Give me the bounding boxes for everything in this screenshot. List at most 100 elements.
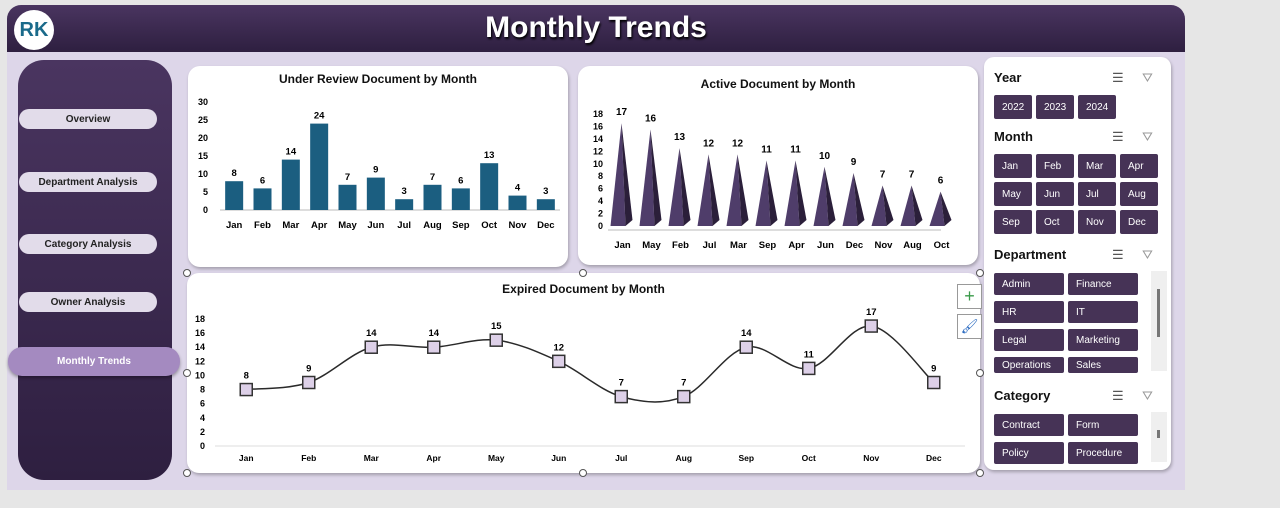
slicer-month-may[interactable]: May: [994, 182, 1032, 206]
bar-Dec[interactable]: [536, 199, 555, 210]
marker-Jan[interactable]: [239, 382, 253, 397]
cone-May[interactable]: [639, 129, 662, 226]
multi-select-icon[interactable]: ☰: [1112, 388, 1124, 403]
slicer-month-dec[interactable]: Dec: [1120, 210, 1158, 234]
cone-Nov[interactable]: [871, 185, 894, 226]
slicer-department-it[interactable]: IT: [1068, 301, 1138, 323]
nav-department-analysis[interactable]: Department Analysis: [19, 172, 157, 192]
nav-category-analysis[interactable]: Category Analysis: [19, 234, 157, 254]
slicer-category-form[interactable]: Form: [1068, 414, 1138, 436]
slicer-category-contract[interactable]: Contract: [994, 414, 1064, 436]
x-tick-label: Nov: [509, 220, 528, 231]
cone-Aug[interactable]: [900, 185, 923, 226]
nav-monthly-trends[interactable]: Monthly Trends: [8, 347, 180, 376]
department-scrollbar[interactable]: [1151, 271, 1167, 371]
slicer-month-jan[interactable]: Jan: [994, 154, 1032, 178]
bar-May[interactable]: [338, 184, 357, 210]
clear-filter-icon[interactable]: ⛛: [1142, 129, 1153, 144]
cone-Oct[interactable]: [929, 191, 952, 226]
cone-Apr[interactable]: [784, 160, 807, 226]
data-label: 6: [938, 176, 944, 187]
logo: RK: [14, 10, 54, 50]
brush-icon[interactable]: 🖌: [957, 314, 982, 339]
slicer-month-aug[interactable]: Aug: [1120, 182, 1158, 206]
nav-owner-analysis[interactable]: Owner Analysis: [19, 292, 157, 312]
slicer-department-legal[interactable]: Legal: [994, 329, 1064, 351]
resize-handle[interactable]: [183, 369, 191, 377]
slicer-category-procedure[interactable]: Procedure: [1068, 442, 1138, 464]
bar-Mar[interactable]: [281, 159, 300, 210]
bar-Sep[interactable]: [451, 188, 470, 210]
data-label: 4: [515, 183, 521, 194]
bar-Apr[interactable]: [310, 123, 329, 210]
slicer-month-feb[interactable]: Feb: [1036, 154, 1074, 178]
slicer-month-jul[interactable]: Jul: [1078, 182, 1116, 206]
cone-Mar[interactable]: [726, 154, 749, 226]
resize-handle[interactable]: [976, 269, 984, 277]
slicer-department-marketing[interactable]: Marketing: [1068, 329, 1138, 351]
slicer-department-operations[interactable]: Operations: [994, 357, 1064, 373]
slicer-month-jun[interactable]: Jun: [1036, 182, 1074, 206]
cone-Jun[interactable]: [813, 166, 836, 226]
slicer-department-finance[interactable]: Finance: [1068, 273, 1138, 295]
marker-May[interactable]: [489, 333, 503, 347]
slicer-category-policy[interactable]: Policy: [994, 442, 1064, 464]
multi-select-icon[interactable]: ☰: [1112, 70, 1124, 85]
slicer-department-admin[interactable]: Admin: [994, 273, 1064, 295]
cone-Jan[interactable]: [610, 123, 633, 226]
nav-overview[interactable]: Overview: [19, 109, 157, 129]
slicer-month-mar[interactable]: Mar: [1078, 154, 1116, 178]
data-label: 16: [645, 113, 657, 124]
marker-Mar[interactable]: [364, 340, 378, 354]
add-icon[interactable]: +: [957, 284, 982, 309]
marker-Sep[interactable]: [739, 340, 753, 354]
y-tick-label: 8: [200, 385, 205, 395]
slicer-year-2022[interactable]: 2022: [994, 95, 1032, 119]
slicer-year-2023[interactable]: 2023: [1036, 95, 1074, 119]
multi-select-icon[interactable]: ☰: [1112, 247, 1124, 262]
slicer-month-sep[interactable]: Sep: [994, 210, 1032, 234]
bar-Aug[interactable]: [423, 184, 442, 210]
slicer-month-apr[interactable]: Apr: [1120, 154, 1158, 178]
clear-filter-icon[interactable]: ⛛: [1142, 247, 1153, 262]
cone-Jul[interactable]: [697, 154, 720, 226]
data-label: 11: [790, 145, 801, 156]
marker-Oct[interactable]: [802, 361, 816, 376]
bar-Jun[interactable]: [366, 177, 385, 210]
y-tick-label: 4: [598, 196, 603, 206]
resize-handle[interactable]: [579, 469, 587, 477]
marker-Jun[interactable]: [552, 354, 566, 369]
bar-Jan[interactable]: [225, 181, 244, 210]
marker-Jul[interactable]: [614, 389, 628, 404]
resize-handle[interactable]: [976, 469, 984, 477]
cone-Feb[interactable]: [668, 148, 691, 226]
marker-Feb[interactable]: [302, 375, 316, 390]
slicer-department-sales[interactable]: Sales: [1068, 357, 1138, 373]
marker-Dec[interactable]: [927, 375, 941, 390]
resize-handle[interactable]: [183, 269, 191, 277]
bar-Feb[interactable]: [253, 188, 272, 210]
marker-Apr[interactable]: [427, 340, 441, 354]
resize-handle[interactable]: [976, 369, 984, 377]
cone-Dec[interactable]: [842, 173, 865, 226]
slicer-month-nov[interactable]: Nov: [1078, 210, 1116, 234]
x-tick-label: Feb: [672, 240, 689, 251]
resize-handle[interactable]: [183, 469, 191, 477]
clear-filter-icon[interactable]: ⛛: [1142, 70, 1153, 85]
multi-select-icon[interactable]: ☰: [1112, 129, 1124, 144]
bar-Nov[interactable]: [508, 195, 527, 210]
data-label: 7: [345, 172, 350, 183]
slicer-month-oct[interactable]: Oct: [1036, 210, 1074, 234]
slicer-department-hr[interactable]: HR: [994, 301, 1064, 323]
marker-Aug[interactable]: [677, 389, 691, 404]
clear-filter-icon[interactable]: ⛛: [1142, 388, 1153, 403]
resize-handle[interactable]: [579, 269, 587, 277]
category-scrollbar[interactable]: [1151, 412, 1167, 462]
expired-chart[interactable]: Expired Document by Month 0 2 4 6 8 10 12 14 16 1…: [187, 273, 980, 473]
cone-Sep[interactable]: [755, 160, 778, 226]
bar-Oct[interactable]: [480, 163, 499, 210]
marker-Nov[interactable]: [864, 319, 878, 333]
bar-Jul[interactable]: [395, 199, 414, 210]
y-tick-label: 6: [200, 399, 205, 409]
slicer-year-2024[interactable]: 2024: [1078, 95, 1116, 119]
